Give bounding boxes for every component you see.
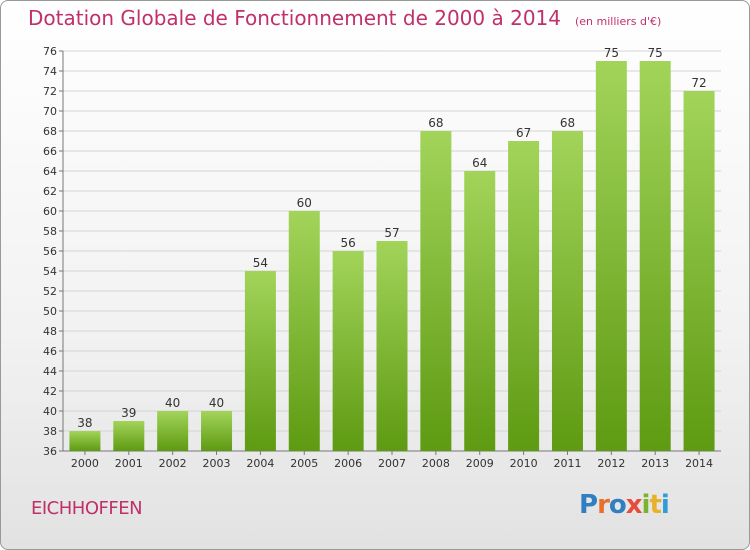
data-label-2010: 67 xyxy=(516,126,531,140)
proxiti-logo: Proxiti xyxy=(579,490,670,520)
data-label-2011: 68 xyxy=(560,116,575,130)
bar-2007 xyxy=(376,241,408,451)
bar-2004 xyxy=(244,271,276,451)
data-label-2009: 64 xyxy=(472,156,487,170)
y-tick-label: 48 xyxy=(43,325,57,338)
y-tick-label: 56 xyxy=(43,245,57,258)
y-tick-label: 62 xyxy=(43,185,57,198)
data-label-2014: 72 xyxy=(691,76,706,90)
bar-2012 xyxy=(595,61,627,451)
y-tick-label: 76 xyxy=(43,45,57,58)
bar-2005 xyxy=(288,211,320,451)
data-label-2008: 68 xyxy=(428,116,443,130)
bar-2013 xyxy=(639,61,671,451)
commune-name: EICHHOFFEN xyxy=(31,498,143,519)
x-tick-label-2000: 2000 xyxy=(71,457,99,470)
x-tick-label-2003: 2003 xyxy=(203,457,231,470)
bar-2008 xyxy=(420,131,452,451)
y-tick-label: 74 xyxy=(43,65,57,78)
x-tick-label-2005: 2005 xyxy=(290,457,318,470)
y-tick-label: 64 xyxy=(43,165,57,178)
x-tick-label-2011: 2011 xyxy=(553,457,581,470)
y-tick-label: 36 xyxy=(43,445,57,458)
x-tick-label-2008: 2008 xyxy=(422,457,450,470)
y-tick-label: 54 xyxy=(43,265,57,278)
bar-2002 xyxy=(157,411,189,451)
bar-2009 xyxy=(464,171,496,451)
data-label-2000: 38 xyxy=(77,416,92,430)
logo-letter: o xyxy=(608,490,627,520)
chart-title: Dotation Globale de Fonctionnement de 20… xyxy=(28,6,661,30)
data-label-2004: 54 xyxy=(253,256,268,270)
y-tick-label: 72 xyxy=(43,85,57,98)
logo-letter: i xyxy=(660,490,670,520)
bar-2010 xyxy=(508,141,540,451)
y-tick-label: 44 xyxy=(43,365,57,378)
y-tick-label: 60 xyxy=(43,205,57,218)
y-tick-label: 38 xyxy=(43,425,57,438)
data-label-2006: 56 xyxy=(340,236,355,250)
y-tick-label: 70 xyxy=(43,105,57,118)
data-label-2012: 75 xyxy=(604,46,619,60)
logo-letter: r xyxy=(597,490,610,520)
chart-title-text: Dotation Globale de Fonctionnement de 20… xyxy=(28,6,561,30)
y-tick-label: 50 xyxy=(43,305,57,318)
data-label-2005: 60 xyxy=(297,196,312,210)
x-axis: 2000 2001 2002 2003 2004 2005 2006 2007 2008 2009… xyxy=(71,451,713,470)
x-tick-label-2001: 2001 xyxy=(115,457,143,470)
bar-2006 xyxy=(332,251,364,451)
bars xyxy=(69,61,715,451)
y-tick-label: 52 xyxy=(43,285,57,298)
data-label-2002: 40 xyxy=(165,396,180,410)
data-label-2003: 40 xyxy=(209,396,224,410)
y-tick-label: 40 xyxy=(43,405,57,418)
y-tick-label: 46 xyxy=(43,345,57,358)
bar-2003 xyxy=(201,411,233,451)
y-tick-label: 58 xyxy=(43,225,57,238)
x-tick-label-2007: 2007 xyxy=(378,457,406,470)
bar-2014 xyxy=(683,91,715,451)
data-label-2013: 75 xyxy=(648,46,663,60)
x-tick-label-2002: 2002 xyxy=(159,457,187,470)
logo-letter: P xyxy=(579,490,598,520)
bar-2000 xyxy=(69,431,101,451)
logo-letter: i xyxy=(641,490,651,520)
data-label-2001: 39 xyxy=(121,406,136,420)
chart-unit: (en milliers d'€) xyxy=(575,15,662,28)
bar-2001 xyxy=(113,421,145,451)
y-tick-label: 42 xyxy=(43,385,57,398)
x-tick-label-2013: 2013 xyxy=(641,457,669,470)
logo-letter: x xyxy=(625,490,643,520)
data-label-2007: 57 xyxy=(384,226,399,240)
x-tick-label-2012: 2012 xyxy=(597,457,625,470)
x-tick-label-2010: 2010 xyxy=(510,457,538,470)
x-tick-label-2006: 2006 xyxy=(334,457,362,470)
data-labels: 38 39 40 40 54 60 56 57 68 64 67 68 75 75 72 xyxy=(77,46,706,430)
y-tick-label: 68 xyxy=(43,125,57,138)
x-tick-label-2014: 2014 xyxy=(685,457,713,470)
logo-letter: t xyxy=(649,490,661,520)
bar-2011 xyxy=(551,131,583,451)
x-tick-label-2009: 2009 xyxy=(466,457,494,470)
y-tick-label: 66 xyxy=(43,145,57,158)
x-tick-label-2004: 2004 xyxy=(246,457,274,470)
